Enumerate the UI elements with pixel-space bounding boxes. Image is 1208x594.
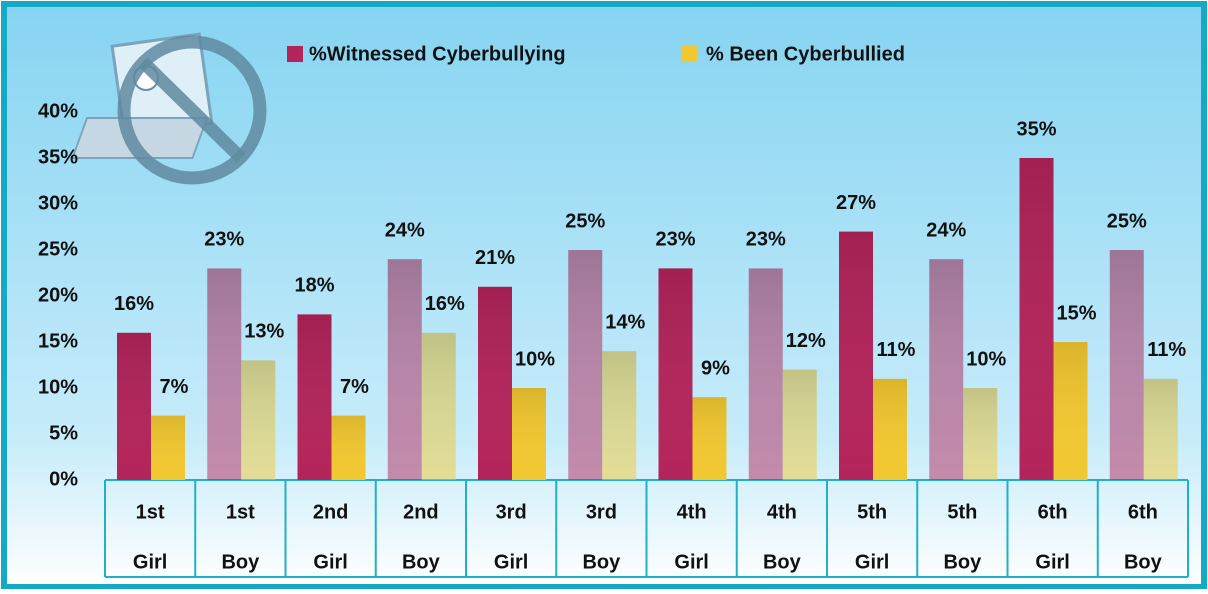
data-label: 24% — [385, 219, 425, 241]
bar-shade — [963, 388, 997, 480]
data-label: 25% — [565, 210, 605, 232]
bar-shade — [659, 268, 693, 480]
data-label: 15% — [1056, 302, 1096, 324]
bar-shade — [207, 268, 241, 480]
bar-shade — [1144, 379, 1178, 480]
bar-shade — [478, 287, 512, 480]
y-tick-label: 35% — [38, 146, 78, 168]
x-tick-label: 2nd — [313, 501, 349, 523]
data-label: 18% — [294, 275, 334, 297]
x-tick-label: 6th — [1128, 501, 1158, 523]
legend-label: % Been Cyberbullied — [706, 43, 905, 65]
data-label: 13% — [244, 321, 284, 343]
legend-swatch — [682, 46, 698, 62]
x-tick-label: Girl — [1035, 551, 1069, 573]
data-label: 21% — [475, 247, 515, 269]
x-tick-label: 2nd — [403, 501, 439, 523]
x-tick-label: Boy — [1124, 551, 1163, 573]
x-tick-label: 3rd — [586, 501, 617, 523]
x-tick-label: Girl — [855, 551, 889, 573]
data-label: 7% — [340, 376, 369, 398]
x-tick-label: Boy — [402, 551, 441, 573]
data-label: 23% — [204, 229, 244, 251]
bar-shade — [117, 333, 151, 480]
bar-shade — [388, 259, 422, 480]
y-tick-label: 30% — [38, 192, 78, 214]
bar-shade — [783, 370, 817, 480]
bar-shade — [693, 397, 727, 480]
x-tick-label: Girl — [494, 551, 528, 573]
x-tick-label: Girl — [674, 551, 708, 573]
bar-shade — [241, 360, 275, 480]
data-label: 27% — [836, 192, 876, 214]
bar-shade — [1020, 158, 1054, 480]
data-label: 9% — [701, 357, 730, 379]
data-label: 35% — [1016, 118, 1056, 140]
bar-shade — [873, 379, 907, 480]
bar-shade — [749, 268, 783, 480]
bar-shade — [568, 250, 602, 480]
bar-shade — [929, 259, 963, 480]
data-label: 12% — [786, 330, 826, 352]
bar-shade — [1054, 342, 1088, 480]
y-tick-label: 0% — [49, 468, 78, 490]
x-tick-label: 1st — [136, 501, 165, 523]
x-tick-label: Girl — [133, 551, 167, 573]
x-tick-label: 5th — [947, 501, 977, 523]
bar-shade — [151, 416, 185, 480]
data-label: 10% — [966, 348, 1006, 370]
data-label: 7% — [160, 376, 189, 398]
x-tick-label: Boy — [582, 551, 621, 573]
data-label: 11% — [1147, 339, 1186, 361]
y-tick-label: 5% — [49, 422, 78, 444]
x-tick-label: 5th — [857, 501, 887, 523]
bar-shade — [512, 388, 546, 480]
y-tick-label: 10% — [38, 376, 78, 398]
data-label: 23% — [655, 229, 695, 251]
x-tick-label: 3rd — [496, 501, 527, 523]
y-tick-label: 20% — [38, 284, 78, 306]
data-label: 23% — [746, 229, 786, 251]
x-tick-label: 4th — [677, 501, 707, 523]
data-label: 10% — [515, 348, 555, 370]
y-tick-label: 15% — [38, 330, 78, 352]
x-tick-label: Boy — [763, 551, 802, 573]
data-label: 25% — [1107, 210, 1147, 232]
bar-shade — [1110, 250, 1144, 480]
data-label: 14% — [605, 311, 645, 333]
x-tick-label: Boy — [221, 551, 260, 573]
data-label: 11% — [877, 339, 916, 361]
x-tick-label: Boy — [943, 551, 982, 573]
data-label: 16% — [114, 293, 154, 315]
bar-shade — [298, 314, 332, 480]
legend-swatch — [287, 46, 303, 62]
x-tick-label: 6th — [1038, 501, 1068, 523]
bar-shade — [422, 333, 456, 480]
legend-label: %Witnessed Cyberbullying — [309, 43, 566, 65]
data-label: 16% — [425, 293, 465, 315]
bar-shade — [839, 232, 873, 480]
bar-shade — [602, 351, 636, 480]
x-tick-label: Girl — [313, 551, 347, 573]
bar-shade — [332, 416, 366, 480]
y-tick-label: 40% — [38, 100, 78, 122]
x-tick-label: 4th — [767, 501, 797, 523]
y-tick-label: 25% — [38, 238, 78, 260]
data-label: 24% — [926, 219, 966, 241]
chart: %Witnessed Cyberbullying % Been Cyberbul… — [0, 0, 1208, 589]
x-tick-label: 1st — [226, 501, 255, 523]
